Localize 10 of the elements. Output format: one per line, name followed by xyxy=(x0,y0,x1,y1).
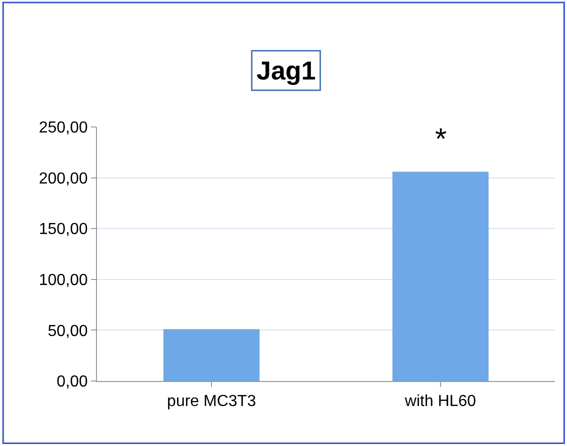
y-tick-label: 150,00 xyxy=(38,221,88,238)
annotation: * xyxy=(435,123,447,156)
y-tick-label: 100,00 xyxy=(38,272,88,289)
x-tick-label: with HL60 xyxy=(404,393,476,410)
y-tick-label: 250,00 xyxy=(38,120,88,137)
y-tick-label: 200,00 xyxy=(38,170,88,188)
y-tick-label: 50,00 xyxy=(48,322,88,340)
x-tick-label: pure MC3T3 xyxy=(167,393,256,410)
y-tick-label: 0,00 xyxy=(56,374,88,391)
chart-title: Jag1 xyxy=(256,56,316,86)
